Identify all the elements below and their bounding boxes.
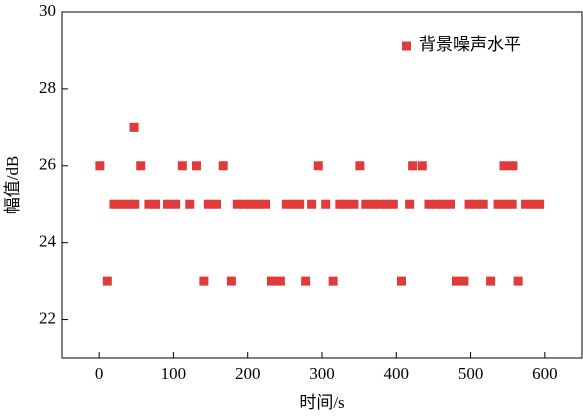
point: [438, 199, 448, 209]
point: [116, 199, 126, 209]
point: [246, 199, 256, 209]
point: [446, 199, 456, 209]
point: [321, 199, 331, 209]
point: [288, 199, 298, 209]
point: [535, 199, 545, 209]
point: [493, 199, 503, 209]
point: [171, 199, 181, 209]
point: [203, 199, 213, 209]
point: [355, 161, 365, 171]
y-tick-label: 22: [39, 308, 56, 327]
point: [342, 199, 352, 209]
point: [261, 199, 271, 209]
point: [451, 276, 461, 286]
point: [368, 199, 378, 209]
point: [478, 199, 488, 209]
point: [218, 161, 228, 171]
point: [513, 276, 523, 286]
point: [151, 199, 161, 209]
point: [191, 161, 201, 171]
point: [499, 161, 509, 171]
point: [307, 199, 317, 209]
point: [459, 276, 469, 286]
point: [500, 199, 510, 209]
point: [199, 276, 209, 286]
x-tick-label: 600: [532, 364, 558, 383]
point: [313, 161, 323, 171]
y-tick-label: 26: [39, 155, 56, 174]
point: [431, 199, 441, 209]
point: [382, 199, 392, 209]
point: [507, 199, 517, 209]
point: [328, 276, 338, 286]
point: [266, 276, 276, 286]
point: [521, 199, 531, 209]
point: [253, 199, 263, 209]
point: [102, 276, 112, 286]
point: [405, 199, 415, 209]
point: [123, 199, 133, 209]
point: [177, 161, 187, 171]
point: [349, 199, 359, 209]
point: [424, 199, 434, 209]
y-tick-label: 24: [39, 232, 57, 251]
point: [408, 161, 418, 171]
point: [144, 199, 154, 209]
point: [361, 199, 371, 209]
x-tick-label: 400: [384, 364, 410, 383]
point: [136, 161, 146, 171]
point: [281, 199, 291, 209]
point: [130, 199, 140, 209]
point: [417, 161, 427, 171]
point: [162, 199, 172, 209]
point: [471, 199, 481, 209]
point: [239, 199, 249, 209]
point: [95, 161, 105, 171]
point: [275, 276, 285, 286]
y-tick-label: 30: [39, 1, 56, 20]
point: [212, 199, 222, 209]
point: [301, 276, 311, 286]
point: [486, 276, 496, 286]
point: [464, 199, 474, 209]
x-axis-label: 时间/s: [299, 393, 344, 412]
y-tick-label: 28: [39, 78, 56, 97]
point: [129, 122, 139, 132]
legend-marker: [402, 41, 411, 51]
x-tick-label: 0: [95, 364, 104, 383]
point: [335, 199, 345, 209]
plot-frame: [61, 11, 583, 359]
y-axis-label: 幅值/dB: [3, 156, 22, 215]
x-tick-label: 200: [235, 364, 261, 383]
x-tick-label: 500: [458, 364, 484, 383]
x-tick-label: 300: [309, 364, 335, 383]
point: [508, 161, 518, 171]
point: [295, 199, 305, 209]
point: [388, 199, 398, 209]
legend-label: 背景噪声水平: [419, 35, 521, 54]
point: [375, 199, 385, 209]
point: [396, 276, 406, 286]
point: [226, 276, 236, 286]
point: [232, 199, 242, 209]
x-tick-label: 100: [161, 364, 187, 383]
point: [109, 199, 119, 209]
point: [185, 199, 195, 209]
point: [528, 199, 538, 209]
